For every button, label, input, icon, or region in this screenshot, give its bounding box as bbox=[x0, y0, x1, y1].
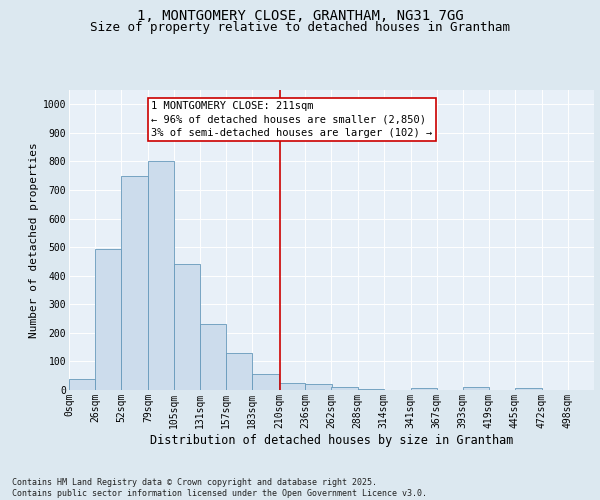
Bar bbox=[121, 176, 148, 390]
Bar bbox=[226, 353, 253, 390]
Text: Contains HM Land Registry data © Crown copyright and database right 2025.
Contai: Contains HM Land Registry data © Crown c… bbox=[12, 478, 427, 498]
Text: 1 MONTGOMERY CLOSE: 211sqm
← 96% of detached houses are smaller (2,850)
3% of se: 1 MONTGOMERY CLOSE: 211sqm ← 96% of deta… bbox=[151, 102, 433, 138]
Bar bbox=[69, 378, 95, 390]
Bar bbox=[463, 386, 489, 390]
Bar bbox=[515, 388, 542, 390]
Bar bbox=[174, 264, 200, 390]
Bar bbox=[358, 388, 383, 390]
X-axis label: Distribution of detached houses by size in Grantham: Distribution of detached houses by size … bbox=[150, 434, 513, 446]
Bar bbox=[253, 374, 280, 390]
Bar bbox=[200, 324, 226, 390]
Bar bbox=[280, 383, 305, 390]
Y-axis label: Number of detached properties: Number of detached properties bbox=[29, 142, 38, 338]
Bar bbox=[148, 162, 174, 390]
Bar bbox=[331, 386, 358, 390]
Text: 1, MONTGOMERY CLOSE, GRANTHAM, NG31 7GG: 1, MONTGOMERY CLOSE, GRANTHAM, NG31 7GG bbox=[137, 9, 463, 23]
Bar bbox=[410, 388, 437, 390]
Text: Size of property relative to detached houses in Grantham: Size of property relative to detached ho… bbox=[90, 21, 510, 34]
Bar bbox=[95, 248, 121, 390]
Bar bbox=[305, 384, 331, 390]
